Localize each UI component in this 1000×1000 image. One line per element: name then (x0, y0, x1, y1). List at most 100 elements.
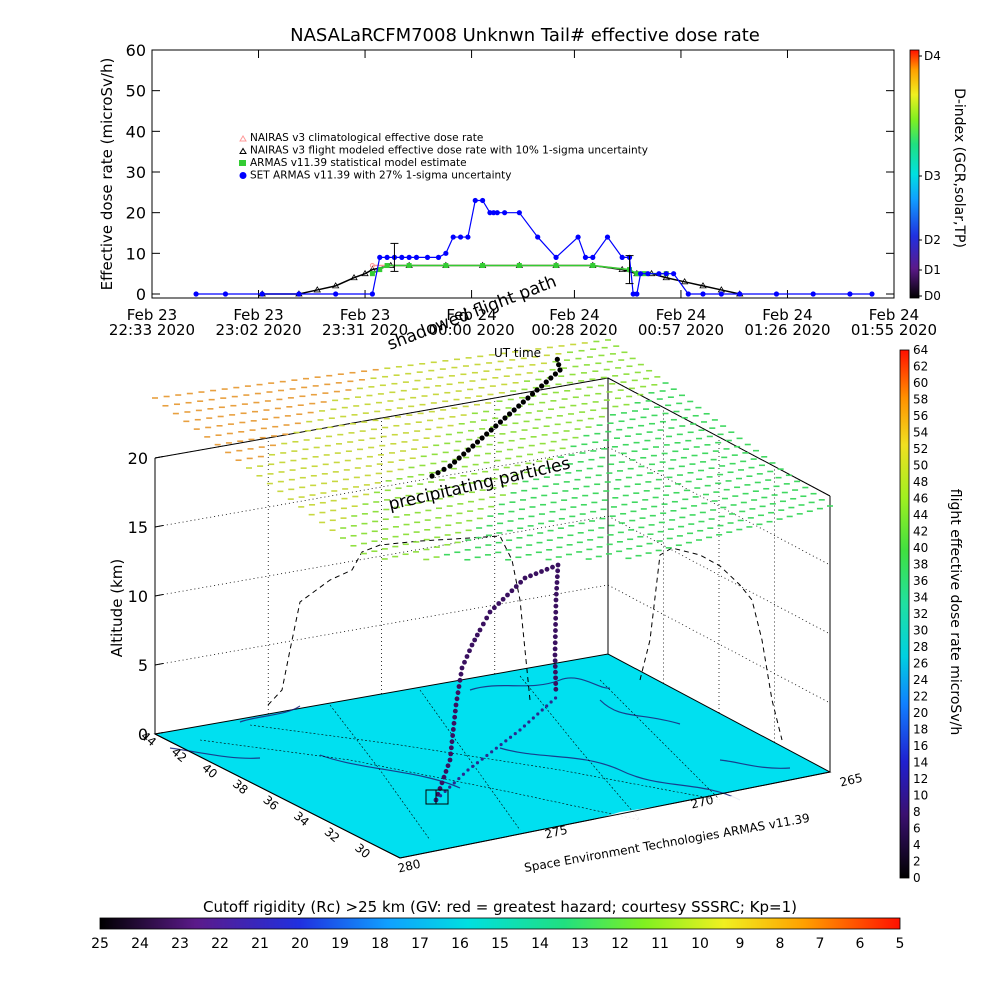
flight-dot (553, 597, 559, 603)
data-point (494, 210, 500, 216)
map-details (169, 677, 791, 801)
flight-dot (448, 745, 454, 751)
cutoff-colorbar-label: 20 (291, 936, 309, 952)
flight-dot (554, 356, 560, 362)
flight-dot (445, 763, 451, 769)
cutoff-colorbar-label: 14 (531, 936, 549, 952)
top-plot-frame (151, 49, 895, 299)
flight-dot (435, 470, 441, 476)
flight-dot (438, 794, 443, 798)
flight-dot (552, 371, 559, 377)
flight-dot (549, 700, 553, 704)
dose-colorbar-label: 2 (913, 855, 921, 869)
flight-dot (553, 609, 559, 615)
flight-dot (469, 642, 475, 648)
d-index-label: D1 (924, 263, 941, 277)
flight-dot (533, 571, 539, 577)
flight-dot (479, 435, 485, 441)
data-point (516, 263, 522, 269)
flight-dot (447, 463, 453, 469)
d-index-label: D2 (924, 233, 941, 247)
flight-dot (448, 785, 452, 789)
flight-dot (487, 609, 493, 615)
flight-dot (555, 568, 561, 574)
legend-label: ARMAS v11.39 statistical model estimate (250, 157, 467, 169)
dose-colorbar-label: 26 (913, 657, 928, 671)
flight-dot (505, 592, 510, 598)
data-point (810, 291, 816, 297)
data-point (535, 234, 541, 240)
data-point (634, 291, 640, 297)
x-tick-day: Feb 24 (762, 306, 812, 324)
flight-dot (466, 768, 470, 772)
lon-tick-label: 275 (543, 823, 568, 842)
dose-colorbar (899, 349, 910, 879)
d-index-label: D4 (924, 49, 941, 63)
flight-dot (480, 757, 484, 761)
flight-dot (518, 579, 524, 585)
z-tick-label: 10 (128, 587, 148, 606)
flight-dot (462, 659, 467, 665)
legend-label: NAIRAS v3 climatological effective dose … (250, 132, 483, 144)
data-point (377, 254, 383, 260)
flight-dot (544, 566, 550, 572)
dose-colorbar-label: 30 (913, 624, 928, 638)
flight-dot (449, 739, 455, 745)
precipitating-label: precipitating particles (387, 454, 573, 515)
z-tick (154, 732, 164, 735)
dose-colorbar-label: 24 (913, 673, 928, 687)
data-point (847, 291, 853, 297)
cutoff-colorbar-label: 19 (331, 936, 349, 952)
flight-dot (522, 575, 528, 581)
flight-dot (506, 411, 513, 417)
flight-dot (557, 367, 563, 373)
cutoff-colorbar-label: 9 (736, 936, 745, 952)
z-tick (154, 525, 164, 528)
data-point (333, 291, 339, 297)
x-tick-day: Feb 24 (446, 306, 496, 324)
cutoff-colorbar-label: 18 (371, 936, 389, 952)
x-tick-time: 23:02 2020 (215, 321, 301, 339)
top-y-axis-label: Effective dose rate (microSv/h) (98, 58, 116, 291)
data-point (619, 254, 625, 260)
data-point (465, 234, 471, 240)
flight-dot (459, 665, 465, 671)
dose-colorbar-label: 12 (913, 772, 928, 786)
dose-colorbar-label: 10 (913, 789, 928, 803)
flight-dot (485, 753, 489, 758)
data-point (435, 254, 442, 260)
flight-dot (531, 716, 535, 720)
data-point (630, 291, 636, 297)
dose-colorbar-label: 48 (913, 475, 928, 489)
data-point (259, 291, 265, 297)
coast-white (560, 785, 820, 834)
flight-dot (452, 708, 458, 714)
cutoff-colorbar-label: 6 (856, 936, 865, 952)
data-point (377, 267, 383, 273)
data-point (193, 291, 199, 297)
dose-colorbar-label: 34 (913, 591, 928, 605)
flight-dot (453, 702, 459, 708)
flight-dot (456, 455, 462, 461)
top-y-axis: 0 10 20 30 40 50 60 (126, 41, 894, 304)
data-point (700, 291, 706, 297)
flight-dot (451, 720, 457, 726)
flight-dot (516, 403, 522, 409)
legend-symbol (239, 147, 247, 154)
dose-colorbar-labels: 0246810121416182022242628303234363840424… (913, 343, 928, 885)
x-tick-time: 23:31 2020 (322, 321, 408, 339)
altitude-axis-label: Altitude (km) (108, 559, 126, 657)
data-point (296, 291, 302, 297)
flight-dot (553, 615, 559, 621)
lon-tick-label: 265 (838, 771, 863, 790)
flight-dot (457, 677, 463, 683)
data-point (443, 263, 449, 269)
data-point (516, 210, 522, 216)
dose-colorbar-label: 44 (913, 508, 928, 522)
d-index-colorbar (909, 49, 920, 299)
flight-dot (441, 466, 447, 472)
flight-dot (471, 764, 475, 768)
flight-dot (553, 696, 558, 700)
flight-dot (550, 564, 555, 570)
